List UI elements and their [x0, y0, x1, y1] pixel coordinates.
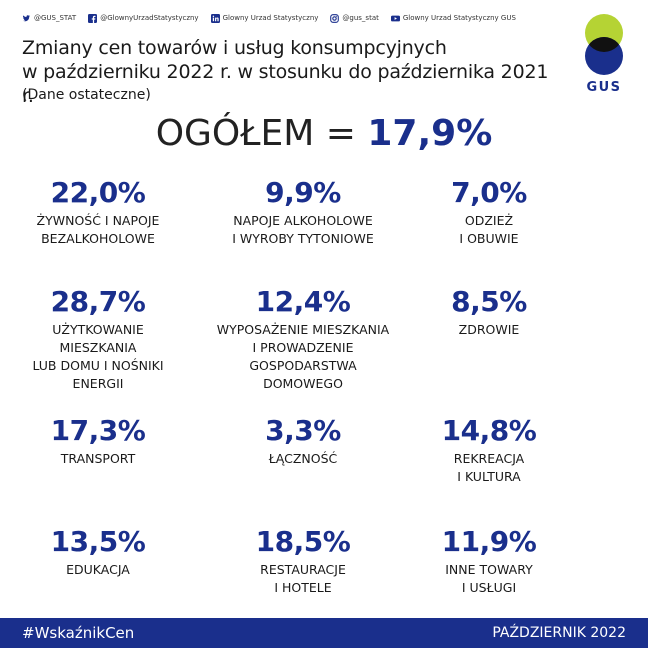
social-label: @GlownyUrzadStatystyczny — [100, 14, 199, 22]
social-label: Glowny Urzad Statystyczny GUS — [402, 14, 516, 22]
title-line-1: Zmiany cen towarów i usług konsumpcyjnyc… — [22, 37, 447, 59]
category-value: 9,9% — [265, 176, 341, 209]
social-bar: @GUS_STAT @GlownyUrzadStatystyczny Glown… — [22, 11, 516, 25]
social-label: @GUS_STAT — [34, 14, 77, 22]
facebook-icon — [88, 13, 98, 23]
social-linkedin[interactable]: Glowny Urzad Statystyczny — [210, 13, 319, 23]
category-item: 14,8% REKREACJA I KULTURA — [394, 414, 584, 486]
category-item: 28,7% UŻYTKOWANIE MIESZKANIA LUB DOMU I … — [3, 285, 193, 393]
category-label: ŻYWNOŚĆ I NAPOJE BEZALKOHOLOWE — [36, 213, 160, 246]
gus-logo: GUS — [578, 13, 630, 95]
category-item: 9,9% NAPOJE ALKOHOLOWE I WYROBY TYTONIOW… — [208, 176, 398, 248]
category-item: 18,5% RESTAURACJE I HOTELE — [208, 525, 398, 597]
category-label: INNE TOWARY I USŁUGI — [445, 562, 533, 595]
social-youtube[interactable]: Glowny Urzad Statystyczny GUS — [390, 14, 516, 23]
category-item: 8,5% ZDROWIE — [394, 285, 584, 339]
category-value: 22,0% — [50, 176, 146, 209]
category-item: 13,5% EDUKACJA — [3, 525, 193, 579]
category-label: ŁĄCZNOŚĆ — [268, 451, 338, 466]
category-label: UŻYTKOWANIE MIESZKANIA LUB DOMU I NOŚNIK… — [32, 322, 164, 391]
social-twitter[interactable]: @GUS_STAT — [22, 14, 76, 23]
social-instagram[interactable]: @gus_stat — [330, 13, 379, 23]
footer-date: PAŹDZIERNIK 2022 — [492, 625, 626, 641]
category-label: REKREACJA I KULTURA — [453, 451, 525, 484]
category-value: 18,5% — [255, 525, 351, 558]
category-value: 3,3% — [265, 414, 341, 447]
category-value: 28,7% — [50, 285, 146, 318]
overall-indicator: OGÓŁEM = 17,9% — [0, 108, 648, 160]
social-label: @gus_stat — [342, 14, 379, 22]
category-label: RESTAURACJE I HOTELE — [260, 562, 346, 595]
category-value: 13,5% — [50, 525, 146, 558]
category-value: 14,8% — [441, 414, 537, 447]
category-label: TRANSPORT — [60, 451, 136, 466]
category-value: 17,3% — [50, 414, 146, 447]
category-value: 11,9% — [441, 525, 537, 558]
gus-logo-icon: GUS — [585, 14, 623, 95]
title-line-2: w październiku 2022 r. w stosunku do paź… — [22, 61, 549, 107]
category-value: 8,5% — [451, 285, 527, 318]
logo-text: GUS — [586, 80, 621, 95]
subtitle: (Dane ostateczne) — [22, 87, 151, 103]
category-value: 12,4% — [255, 285, 351, 318]
category-item: 12,4% WYPOSAŻENIE MIESZKANIA I PROWADZEN… — [208, 285, 398, 393]
category-value: 7,0% — [451, 176, 527, 209]
category-item: 7,0% ODZIEŻ I OBUWIE — [394, 176, 584, 248]
overall-label: OGÓŁEM = — [155, 113, 368, 154]
category-label: ODZIEŻ I OBUWIE — [459, 213, 519, 246]
twitter-icon — [22, 14, 31, 21]
page-title: Zmiany cen towarów i usług konsumpcyjnyc… — [22, 36, 562, 108]
category-label: ZDROWIE — [458, 322, 520, 337]
social-label: Glowny Urzad Statystyczny — [222, 14, 319, 22]
category-label: EDUKACJA — [66, 562, 130, 577]
category-item: 3,3% ŁĄCZNOŚĆ — [208, 414, 398, 468]
youtube-icon — [390, 15, 400, 21]
category-item: 22,0% ŻYWNOŚĆ I NAPOJE BEZALKOHOLOWE — [3, 176, 193, 248]
hashtag-link[interactable]: #WskaźnikCen — [22, 624, 135, 642]
social-facebook[interactable]: @GlownyUrzadStatystyczny — [88, 13, 199, 23]
category-item: 11,9% INNE TOWARY I USŁUGI — [394, 525, 584, 597]
linkedin-icon — [210, 13, 220, 23]
category-label: NAPOJE ALKOHOLOWE I WYROBY TYTONIOWE — [232, 213, 374, 246]
footer-bar: #WskaźnikCen PAŹDZIERNIK 2022 — [0, 618, 648, 648]
category-item: 17,3% TRANSPORT — [3, 414, 193, 468]
overall-value: 17,9% — [367, 113, 493, 154]
instagram-icon — [330, 13, 340, 23]
category-label: WYPOSAŻENIE MIESZKANIA I PROWADZENIE GOS… — [216, 322, 390, 391]
